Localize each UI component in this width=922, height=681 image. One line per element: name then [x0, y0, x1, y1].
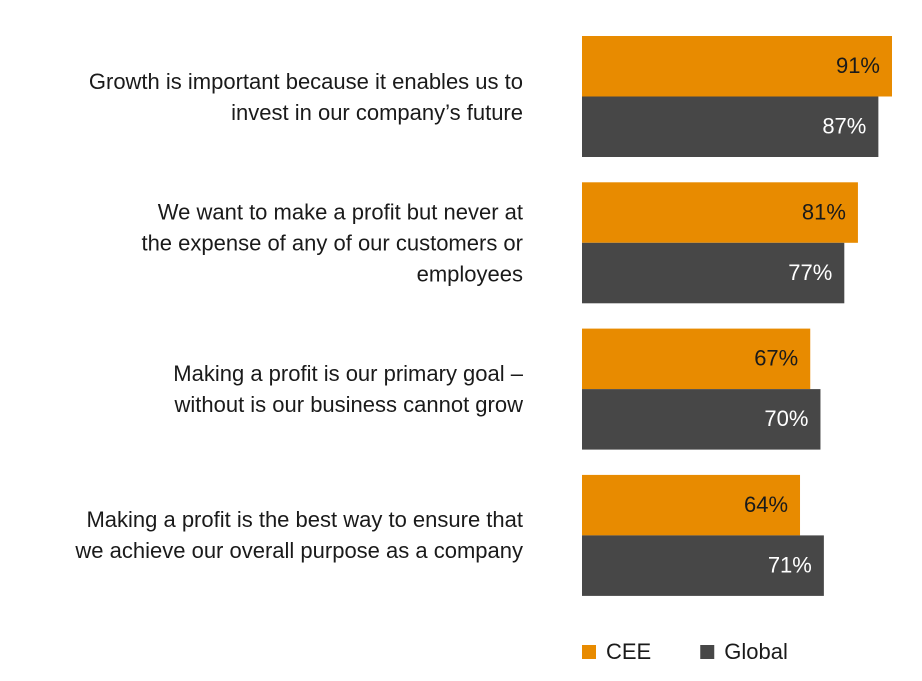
bar: [582, 36, 892, 97]
value-label: 71%: [768, 552, 812, 577]
category-label: We want to make a profit but never at th…: [141, 199, 523, 287]
value-label: 70%: [764, 406, 808, 431]
category-label: Making a profit is our primary goal – wi…: [173, 361, 523, 418]
legend-label: Global: [724, 639, 788, 664]
bar: [582, 96, 879, 157]
value-label: 81%: [802, 199, 846, 224]
bar: [582, 535, 824, 596]
category-label: Making a profit is the best way to ensur…: [75, 507, 523, 564]
legend-label: CEE: [606, 639, 651, 664]
value-label: 64%: [744, 492, 788, 517]
bar: [582, 182, 858, 243]
legend-swatch: [700, 645, 715, 659]
value-label: 77%: [788, 260, 832, 285]
value-label: 91%: [836, 53, 880, 78]
value-label: 67%: [754, 346, 798, 371]
category-label: Growth is important because it enables u…: [88, 68, 523, 125]
bar: [582, 242, 845, 304]
bar: [582, 389, 821, 450]
value-label: 87%: [822, 114, 866, 139]
bar: [582, 328, 811, 390]
legend-swatch: [582, 645, 596, 659]
bar: [582, 474, 801, 536]
